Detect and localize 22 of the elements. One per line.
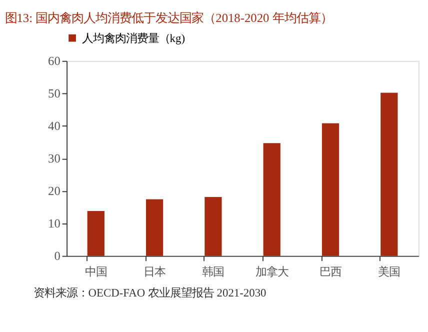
bar <box>204 197 222 256</box>
x-tick-label: 巴西 <box>320 266 342 278</box>
y-tick-label: 50 <box>48 86 60 101</box>
x-tick-label: 中国 <box>84 265 107 278</box>
x-tick-label: 韩国 <box>202 265 224 278</box>
bar <box>263 143 280 256</box>
legend-label: 人均禽肉消费量（kg) <box>82 32 186 45</box>
bar <box>146 199 164 256</box>
y-tick-label: 40 <box>48 119 60 134</box>
y-tick-label: 60 <box>48 54 60 68</box>
bar <box>87 210 104 256</box>
bar <box>380 92 398 256</box>
bar <box>322 123 340 256</box>
chart-title: 图13: 国内禽肉人均消费低于发达国家（2018-2020 年均估算） <box>4 10 332 25</box>
y-tick-label: 10 <box>48 216 60 231</box>
y-tick-label: 0 <box>54 249 60 264</box>
text: 资料来源：OECD-FAO 农业展望报告 2021-2030 <box>33 286 267 300</box>
x-tick-label: 日本 <box>144 265 166 278</box>
x-tick-label: 美国 <box>378 265 400 278</box>
x-tick-label: 加拿大 <box>255 265 288 278</box>
y-tick-label: 30 <box>48 152 60 166</box>
y-tick-label: 20 <box>48 184 60 198</box>
